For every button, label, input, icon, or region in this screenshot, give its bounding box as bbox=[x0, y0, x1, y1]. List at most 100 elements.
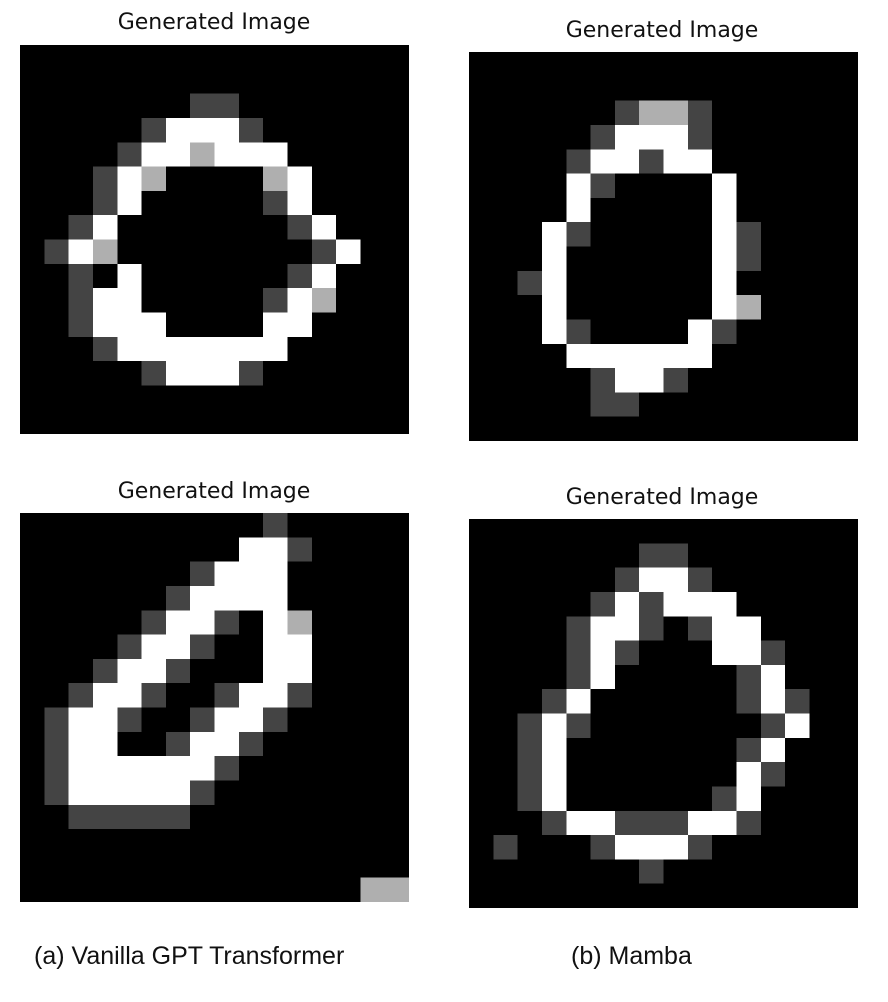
pixel bbox=[190, 142, 215, 167]
pixel bbox=[639, 859, 664, 884]
pixel bbox=[687, 567, 713, 592]
pixel bbox=[263, 683, 288, 708]
pixel bbox=[736, 616, 761, 641]
generated-digit-image-bottom-right bbox=[469, 519, 858, 908]
pixel bbox=[590, 640, 615, 665]
pixel bbox=[92, 756, 118, 781]
pixel bbox=[590, 664, 615, 690]
panel-title-bottom-right: Generated Image bbox=[565, 485, 759, 510]
pixel bbox=[785, 713, 810, 738]
pixel bbox=[736, 762, 761, 787]
pixel bbox=[287, 288, 312, 313]
pixel bbox=[712, 810, 737, 836]
pixel bbox=[736, 810, 761, 836]
pixel bbox=[687, 810, 713, 836]
caption-mamba: (b) Mamba bbox=[571, 942, 692, 970]
pixel bbox=[214, 731, 239, 757]
pixel bbox=[614, 343, 640, 369]
pixel bbox=[566, 319, 591, 344]
pixel bbox=[190, 756, 215, 781]
pixel bbox=[92, 215, 118, 240]
pixel bbox=[541, 246, 567, 271]
pixel bbox=[214, 756, 239, 781]
pixel bbox=[214, 585, 239, 611]
pixel-grid bbox=[44, 513, 409, 902]
pixel bbox=[165, 804, 191, 830]
pixel bbox=[190, 731, 215, 757]
pixel bbox=[117, 263, 142, 289]
pixel bbox=[639, 616, 664, 641]
pixel bbox=[517, 737, 542, 763]
pixel bbox=[566, 173, 591, 198]
pixel bbox=[214, 142, 239, 167]
pixel bbox=[238, 117, 264, 143]
pixel bbox=[263, 537, 288, 562]
pixel bbox=[336, 239, 361, 264]
pixel bbox=[663, 835, 688, 860]
pixel bbox=[117, 312, 142, 337]
pixel bbox=[238, 361, 264, 386]
caption-vanilla-gpt-transformer: (a) Vanilla GPT Transformer bbox=[34, 942, 345, 970]
pixel bbox=[614, 124, 640, 150]
pixel bbox=[712, 591, 737, 617]
pixel bbox=[68, 288, 93, 313]
pixel bbox=[214, 93, 239, 118]
pixel bbox=[566, 343, 591, 369]
pixel bbox=[687, 343, 713, 369]
pixel bbox=[614, 149, 640, 174]
pixel bbox=[639, 368, 664, 393]
pixel bbox=[190, 93, 215, 118]
pixel bbox=[263, 288, 288, 313]
pixel bbox=[687, 591, 713, 617]
pixel bbox=[566, 222, 591, 247]
pixel bbox=[117, 707, 142, 732]
pixel bbox=[141, 683, 166, 708]
pixel bbox=[141, 361, 166, 386]
pixel bbox=[614, 616, 640, 641]
pixel bbox=[712, 173, 737, 198]
pixel bbox=[566, 640, 591, 665]
pixel bbox=[165, 336, 191, 362]
pixel bbox=[141, 610, 166, 635]
pixel bbox=[663, 343, 688, 369]
pixel bbox=[92, 731, 118, 757]
pixel bbox=[639, 124, 664, 150]
pixel bbox=[238, 707, 264, 732]
pixel bbox=[712, 222, 737, 247]
pixel bbox=[68, 239, 93, 264]
pixel bbox=[541, 295, 567, 320]
pixel bbox=[165, 756, 191, 781]
pixel bbox=[92, 288, 118, 313]
pixel bbox=[117, 336, 142, 362]
pixel bbox=[760, 689, 786, 714]
pixel bbox=[190, 610, 215, 635]
pixel bbox=[68, 683, 93, 708]
pixel bbox=[165, 634, 191, 659]
pixel bbox=[590, 392, 615, 417]
pixel bbox=[165, 658, 191, 684]
pixel bbox=[238, 537, 264, 562]
pixel bbox=[639, 343, 664, 369]
pixel bbox=[614, 100, 640, 125]
pixel bbox=[141, 658, 166, 684]
pixel bbox=[736, 737, 761, 763]
pixel bbox=[68, 215, 93, 240]
pixel bbox=[541, 786, 567, 811]
pixel bbox=[614, 567, 640, 592]
pixel bbox=[287, 215, 312, 240]
pixel bbox=[590, 616, 615, 641]
pixel bbox=[639, 100, 664, 125]
pixel bbox=[263, 610, 288, 635]
pixel bbox=[165, 117, 191, 143]
pixel bbox=[566, 664, 591, 690]
pixel bbox=[287, 166, 312, 191]
pixel bbox=[590, 149, 615, 174]
pixel bbox=[44, 707, 69, 732]
pixel bbox=[263, 585, 288, 611]
pixel bbox=[263, 312, 288, 337]
pixel bbox=[92, 239, 118, 264]
pixel bbox=[141, 804, 166, 830]
pixel bbox=[687, 319, 713, 344]
pixel bbox=[639, 149, 664, 174]
pixel bbox=[238, 731, 264, 757]
